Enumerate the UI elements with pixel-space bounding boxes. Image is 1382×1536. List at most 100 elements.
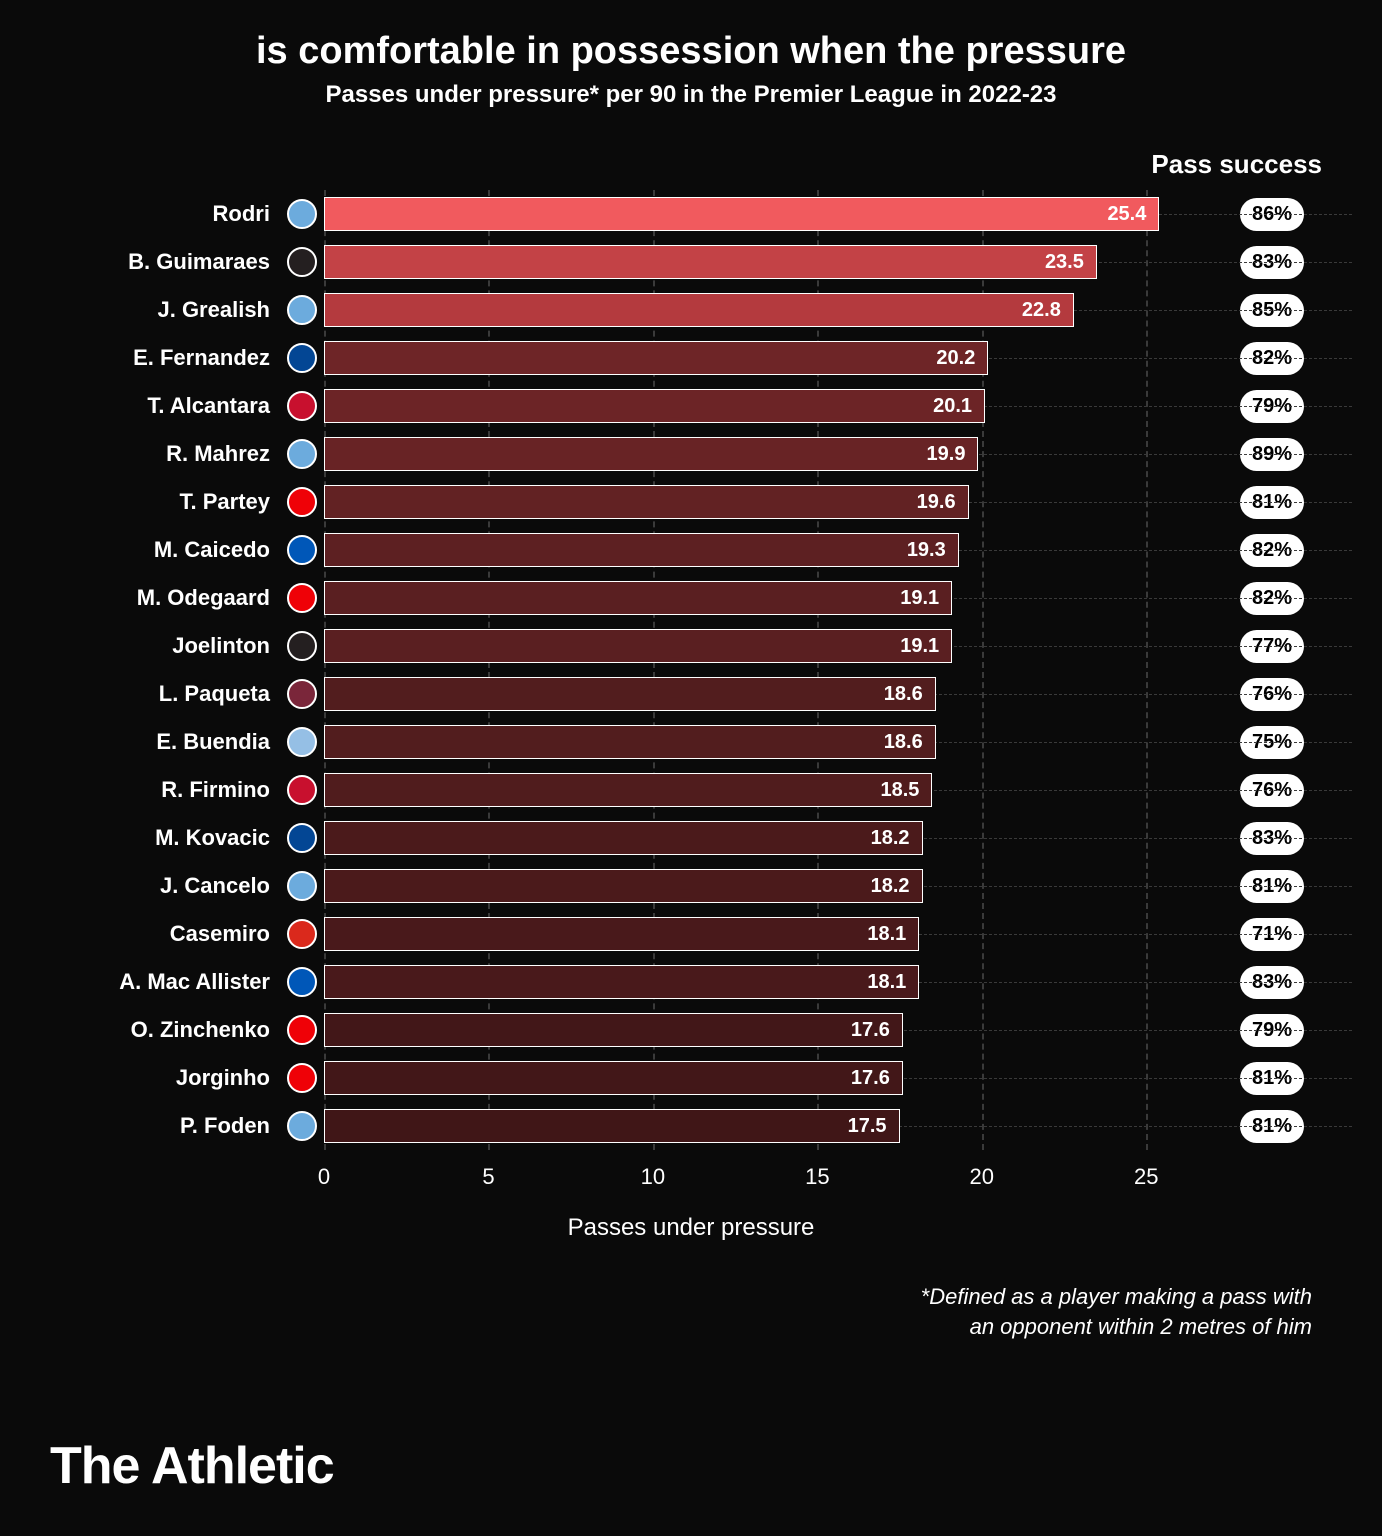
club-badge-icon [287,967,317,997]
x-tick: 15 [805,1164,829,1190]
bar: 23.5 [324,245,1097,279]
x-tick: 5 [482,1164,494,1190]
bar-value: 19.6 [917,491,956,514]
club-badge-icon [287,583,317,613]
bar-value: 25.4 [1107,203,1146,226]
club-badge-icon [287,919,317,949]
club-badge-icon [287,871,317,901]
bar-value: 19.9 [927,443,966,466]
bar: 18.1 [324,917,919,951]
bar-row: 19.1 [324,622,1212,670]
bar-value: 18.1 [867,971,906,994]
player-label: Rodri [50,190,280,238]
success-column: 86%83%85%82%79%89%81%82%82%77%76%75%76%8… [1212,190,1332,1150]
bar-row: 19.3 [324,526,1212,574]
bar: 17.6 [324,1061,903,1095]
bar-row: 18.2 [324,814,1212,862]
club-badge-icon [287,1063,317,1093]
club-badge-icon [287,487,317,517]
bar-row: 18.2 [324,862,1212,910]
player-label: P. Foden [50,1102,280,1150]
bar-value: 20.2 [936,347,975,370]
player-label: M. Odegaard [50,574,280,622]
player-label: M. Kovacic [50,814,280,862]
player-label: T. Partey [50,478,280,526]
bar-row: 19.1 [324,574,1212,622]
bar-value: 18.2 [871,827,910,850]
bar-value: 19.3 [907,539,946,562]
player-label: Casemiro [50,910,280,958]
club-badge-icon [287,343,317,373]
bar-value: 17.6 [851,1019,890,1042]
footnote-line-1: *Defined as a player making a pass with [50,1282,1312,1312]
x-axis: 0 5 10 15 20 25 [50,1164,1332,1194]
player-label: A. Mac Allister [50,958,280,1006]
brand-logo: The Athletic [50,1436,1332,1496]
club-badge-icon [287,391,317,421]
club-badge-icon [287,247,317,277]
bar: 18.1 [324,965,919,999]
player-label: J. Cancelo [50,862,280,910]
bar-value: 23.5 [1045,251,1084,274]
player-label: T. Alcantara [50,382,280,430]
chart-container: Pass success RodriB. GuimaraesJ. Grealis… [50,149,1332,1242]
club-badge-icon [287,823,317,853]
bar-value: 20.1 [933,395,972,418]
player-label: B. Guimaraes [50,238,280,286]
bar: 25.4 [324,197,1159,231]
bar: 18.6 [324,677,936,711]
bar: 18.2 [324,869,923,903]
club-badge-icon [287,679,317,709]
chart-title: is comfortable in possession when the pr… [50,30,1332,73]
bar-row: 18.6 [324,670,1212,718]
player-label: Jorginho [50,1054,280,1102]
bar-row: 19.6 [324,478,1212,526]
player-label: E. Fernandez [50,334,280,382]
bar: 19.3 [324,533,959,567]
pass-success-header: Pass success [50,149,1332,180]
bars-column: 25.4 23.5 22.8 20.2 20.1 19.9 19.6 19.3 19.1 19.1… [324,190,1212,1150]
bar: 17.6 [324,1013,903,1047]
player-label: Joelinton [50,622,280,670]
x-tick: 20 [970,1164,994,1190]
x-tick: 10 [641,1164,665,1190]
bar-value: 18.6 [884,683,923,706]
x-axis-label: Passes under pressure [50,1214,1332,1242]
x-tick: 25 [1134,1164,1158,1190]
bar: 20.2 [324,341,988,375]
bar-value: 19.1 [900,587,939,610]
bar-row: 22.8 [324,286,1212,334]
club-badge-icon [287,1111,317,1141]
bar-row: 18.5 [324,766,1212,814]
bar-row: 17.5 [324,1102,1212,1150]
bar: 22.8 [324,293,1074,327]
bar-row: 25.4 [324,190,1212,238]
bar-value: 22.8 [1022,299,1061,322]
bar-row: 19.9 [324,430,1212,478]
player-label: O. Zinchenko [50,1006,280,1054]
club-badge-column [280,190,324,1150]
footnote: *Defined as a player making a pass with … [50,1282,1332,1341]
bar: 20.1 [324,389,985,423]
bar-row: 23.5 [324,238,1212,286]
bar-row: 18.1 [324,910,1212,958]
bar: 19.6 [324,485,969,519]
chart-subtitle: Passes under pressure* per 90 in the Pre… [50,81,1332,109]
club-badge-icon [287,775,317,805]
bar: 18.2 [324,821,923,855]
bar-row: 20.1 [324,382,1212,430]
bar: 17.5 [324,1109,900,1143]
club-badge-icon [287,727,317,757]
x-axis-ticks: 0510152025 [324,1164,1212,1194]
footnote-line-2: an opponent within 2 metres of him [50,1312,1312,1342]
bar-row: 17.6 [324,1006,1212,1054]
x-tick: 0 [318,1164,330,1190]
club-badge-icon [287,535,317,565]
bar-value: 18.6 [884,731,923,754]
bar-row: 17.6 [324,1054,1212,1102]
bar-value: 17.5 [848,1115,887,1138]
bars-rows: 25.4 23.5 22.8 20.2 20.1 19.9 19.6 19.3 19.1 19.1… [324,190,1212,1150]
player-label: R. Mahrez [50,430,280,478]
club-badge-icon [287,295,317,325]
player-label: L. Paqueta [50,670,280,718]
